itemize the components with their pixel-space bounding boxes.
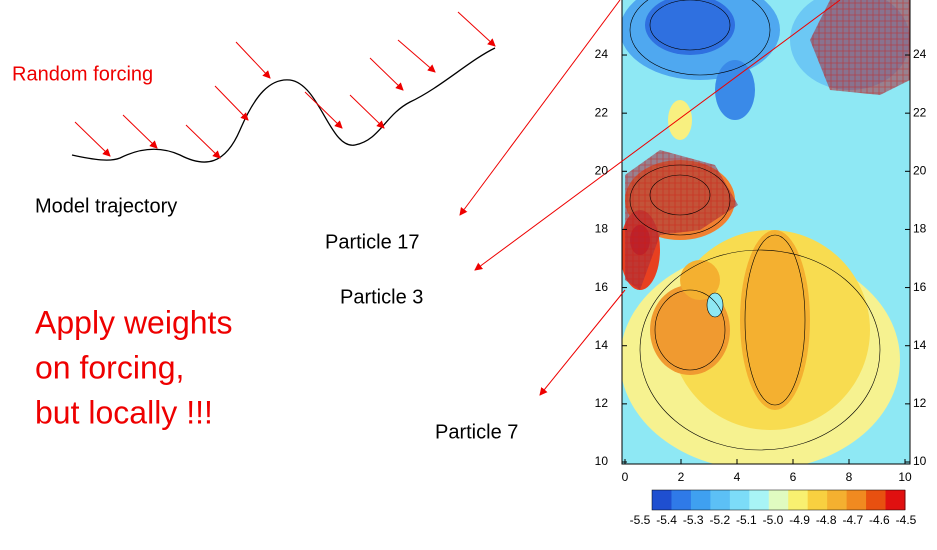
colorbar-label: -5.2 (709, 513, 730, 527)
colorbar-label: -5.1 (736, 513, 757, 527)
forcing-label: Random forcing (12, 63, 153, 85)
page: Random forcing Model trajectory Apply we… (0, 0, 937, 550)
y-tick-label: 22 (595, 105, 609, 119)
slide: Random forcing Model trajectory Apply we… (0, 0, 937, 545)
y-tick-label: 16 (913, 280, 927, 294)
colorbar-cell (847, 490, 867, 510)
colorbar-cell (808, 490, 828, 510)
x-tick-label: 10 (898, 470, 912, 484)
y-tick-label: 18 (595, 222, 609, 236)
y-tick-label: 24 (595, 47, 609, 61)
colorbar-cell (710, 490, 730, 510)
particle-label: Particle 3 (340, 286, 423, 308)
trajectory-label: Model trajectory (35, 195, 177, 217)
message-line: Apply weights (35, 304, 232, 340)
colorbar-cell (652, 490, 672, 510)
colorbar-label: -4.7 (842, 513, 863, 527)
colorbar: -5.5 -5.4 -5.3 -5.2 -5.1 -5.0 -4.9 -4.8 -4.7 -4.6… (630, 490, 917, 527)
y-tick-label: 18 (913, 222, 927, 236)
colorbar-cell (827, 490, 847, 510)
colorbar-label: -4.9 (789, 513, 810, 527)
y-tick-label: 10 (913, 454, 927, 468)
y-tick-label: 20 (595, 163, 609, 177)
y-tick-label: 14 (913, 338, 927, 352)
x-tick-label: 0 (622, 470, 629, 484)
y-tick-label: 20 (913, 163, 927, 177)
colorbar-cell (769, 490, 789, 510)
colorbar-label: -4.8 (816, 513, 837, 527)
y-tick-label: 24 (913, 47, 927, 61)
message-line: on forcing, (35, 349, 184, 385)
colorbar-label: -4.5 (896, 513, 917, 527)
colorbar-label: -5.4 (656, 513, 677, 527)
x-tick-label: 4 (734, 470, 741, 484)
colorbar-cell (788, 490, 808, 510)
y-tick-label: 14 (595, 338, 609, 352)
colorbar-label: -5.0 (763, 513, 784, 527)
y-tick-label: 16 (595, 280, 609, 294)
y-tick-label: 10 (595, 454, 609, 468)
y-tick-label: 12 (595, 396, 609, 410)
message-line: but locally !!! (35, 394, 213, 430)
contour-map (620, 0, 910, 470)
colorbar-label: -5.5 (630, 513, 651, 527)
colorbar-label: -5.3 (683, 513, 704, 527)
particle-label: Particle 7 (435, 421, 518, 443)
colorbar-cell (866, 490, 886, 510)
y-tick-label: 12 (913, 396, 927, 410)
x-tick-label: 2 (678, 470, 685, 484)
colorbar-cell (749, 490, 769, 510)
y-tick-label: 22 (913, 105, 927, 119)
colorbar-cell (886, 490, 906, 510)
x-tick-label: 6 (790, 470, 797, 484)
colorbar-cell (730, 490, 750, 510)
x-tick-label: 8 (846, 470, 853, 484)
colorbar-cell (691, 490, 711, 510)
particle-label: Particle 17 (325, 231, 420, 253)
colorbar-cell (671, 490, 691, 510)
colorbar-label: -4.6 (869, 513, 890, 527)
